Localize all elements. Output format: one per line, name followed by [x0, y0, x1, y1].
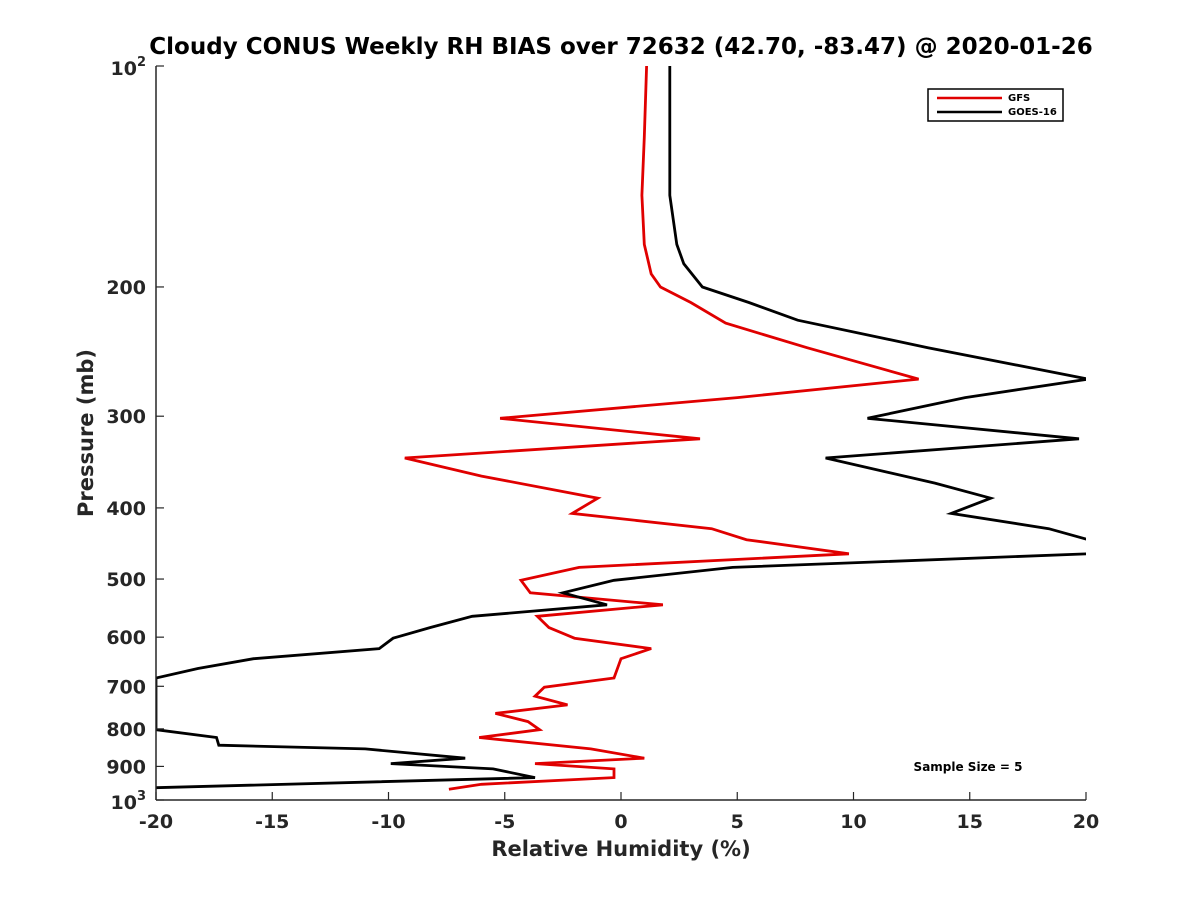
- legend-box: [927, 88, 1064, 122]
- y-tick-label: 400: [106, 498, 146, 520]
- y-tick-label: 500: [106, 569, 146, 591]
- legend: GFS GOES-16: [927, 88, 1064, 122]
- x-tick-label: -20: [139, 811, 173, 833]
- x-tick-label: 0: [614, 811, 627, 833]
- y-tick-label: 900: [106, 756, 146, 778]
- y-tick-label: 800: [106, 719, 146, 741]
- legend-label-gfs: GFS: [1008, 93, 1030, 104]
- x-tick-label: 20: [1073, 811, 1099, 833]
- y-axis-ticks: 102 200 300 400 500 600 700 800 900 103: [106, 55, 164, 814]
- sample-size-annotation: Sample Size = 5: [914, 760, 1023, 774]
- y-tick-label: 600: [106, 627, 146, 649]
- x-tick-label: 10: [840, 811, 866, 833]
- x-axis-label: Relative Humidity (%): [491, 837, 750, 861]
- y-tick-label: 700: [106, 676, 146, 698]
- series-line-goes16: [156, 66, 1086, 790]
- y-axis-label: Pressure (mb): [74, 349, 98, 517]
- x-tick-label: -10: [371, 811, 405, 833]
- chart-title: Cloudy CONUS Weekly RH BIAS over 72632 (…: [149, 34, 1092, 60]
- x-tick-label: 5: [731, 811, 744, 833]
- y-tick-label: 102: [111, 55, 147, 80]
- x-tick-label: -5: [494, 811, 515, 833]
- y-tick-label: 103: [111, 789, 147, 814]
- legend-label-goes16: GOES-16: [1008, 107, 1057, 118]
- y-tick-label: 200: [106, 277, 146, 299]
- x-tick-label: 15: [957, 811, 983, 833]
- series-line-gfs: [404, 66, 919, 791]
- plot-background: [156, 66, 1086, 800]
- x-axis-ticks: -20 -15 -10 -5 0 5 10 15 20: [139, 792, 1099, 833]
- plot-area: [156, 66, 1086, 800]
- x-tick-label: -15: [255, 811, 289, 833]
- series-layer: [156, 66, 1086, 791]
- y-tick-label: 300: [106, 406, 146, 428]
